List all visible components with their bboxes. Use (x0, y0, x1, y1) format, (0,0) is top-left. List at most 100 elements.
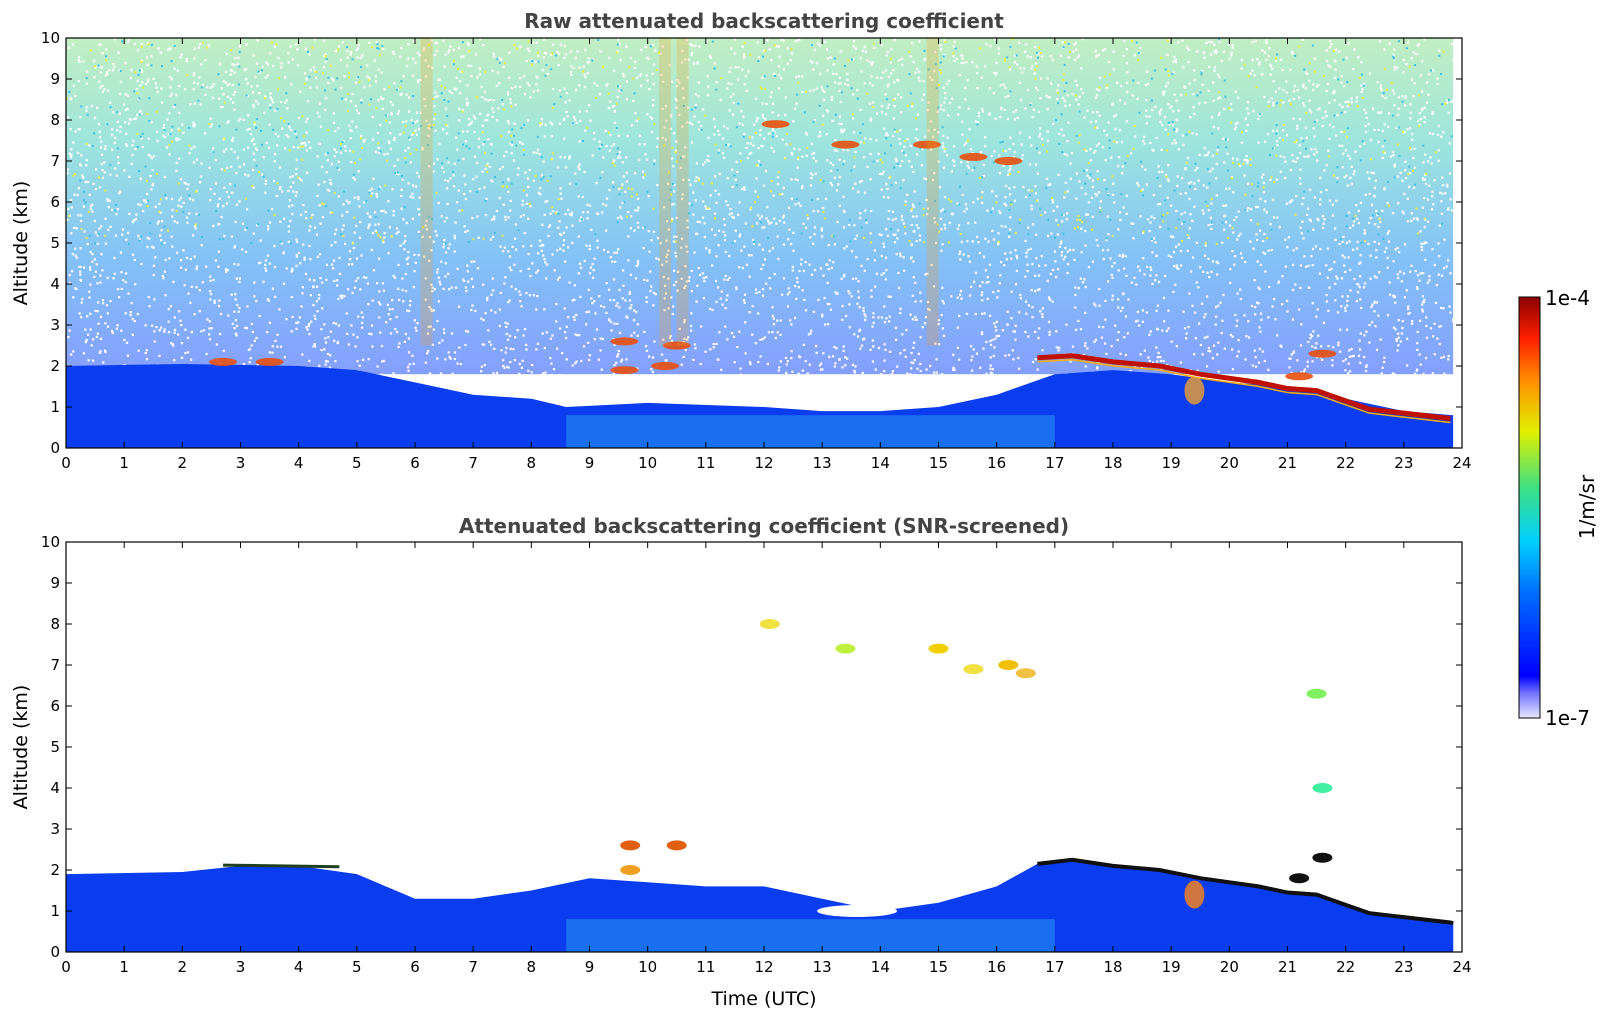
noise-speckle (760, 215, 764, 218)
noise-speckle (1421, 108, 1424, 112)
noise-speckle (689, 324, 693, 328)
noise-speckle (625, 180, 628, 183)
noise-speckle (1147, 82, 1150, 86)
noise-speckle (180, 259, 183, 262)
noise-speckle (1129, 369, 1132, 373)
noise-speckle (1060, 251, 1064, 254)
noise-speckle (428, 259, 431, 262)
noise-speckle (915, 215, 918, 218)
noise-speckle (75, 287, 78, 291)
noise-speckle (1258, 326, 1261, 329)
noise-speckle (170, 197, 174, 201)
noise-speckle (987, 280, 990, 284)
noise-speckle (1063, 196, 1066, 199)
noise-speckle (583, 86, 586, 89)
noise-speckle (1179, 361, 1183, 364)
noise-speckle (234, 56, 237, 60)
noise-speckle (495, 371, 499, 374)
noise-speckle (570, 211, 574, 214)
noise-speckle (1418, 353, 1421, 356)
noise-speckle (212, 278, 215, 282)
noise-speckle (455, 87, 458, 90)
noise-speckle (160, 239, 163, 242)
noise-speckle (663, 309, 666, 312)
noise-speckle (776, 319, 779, 322)
noise-speckle (432, 240, 435, 243)
noise-speckle (773, 72, 776, 75)
noise-speckle (1136, 97, 1139, 101)
noise-speckle (97, 123, 101, 126)
noise-speckle (287, 52, 290, 55)
noise-speckle (354, 345, 357, 348)
noise-speckle (338, 272, 342, 275)
noise-speckle (379, 331, 382, 334)
noise-speckle (556, 249, 559, 252)
noise-speckle (565, 92, 568, 95)
noise-speckle (1346, 299, 1349, 302)
noise-speckle (897, 286, 901, 290)
noise-speckle (232, 93, 235, 96)
noise-speckle (942, 109, 946, 112)
noise-speckle (91, 203, 94, 206)
noise-speckle (1046, 177, 1049, 180)
noise-speckle (1263, 95, 1266, 99)
noise-speckle (140, 137, 143, 140)
noise-speckle (558, 89, 562, 92)
noise-speckle (1316, 308, 1319, 311)
noise-speckle (1263, 140, 1267, 143)
noise-speckle (371, 191, 374, 195)
noise-speckle (498, 57, 501, 60)
noise-speckle (318, 142, 321, 145)
noise-speckle (506, 119, 510, 123)
noise-speckle (897, 93, 900, 96)
noise-speckle (1226, 152, 1229, 155)
noise-speckle (475, 175, 478, 178)
noise-speckle (264, 182, 267, 186)
noise-speckle (818, 131, 822, 134)
noise-speckle (395, 172, 398, 175)
noise-speckle (994, 38, 997, 41)
noise-speckle (672, 202, 676, 206)
noise-speckle (189, 197, 192, 200)
noise-speckle (442, 170, 446, 174)
noise-speckle (1210, 270, 1213, 273)
noise-speckle (1034, 86, 1038, 89)
noise-speckle (1252, 110, 1255, 113)
noise-speckle (676, 78, 679, 82)
noise-speckle (1303, 104, 1306, 107)
noise-speckle (543, 51, 546, 55)
noise-speckle (299, 262, 302, 265)
noise-speckle (1175, 264, 1178, 267)
noise-speckle (885, 317, 888, 320)
noise-speckle (558, 232, 562, 236)
noise-speckle (912, 361, 915, 365)
noise-speckle (100, 140, 103, 143)
noise-speckle (179, 56, 182, 59)
noise-speckle (715, 201, 718, 204)
noise-speckle (248, 127, 251, 131)
noise-speckle (1024, 239, 1027, 243)
noise-speckle (1322, 116, 1325, 120)
noise-speckle (370, 324, 374, 327)
noise-speckle (1228, 57, 1231, 60)
noise-speckle (731, 215, 734, 219)
noise-speckle (943, 150, 946, 153)
noise-speckle (912, 276, 915, 279)
noise-speckle (1181, 134, 1184, 137)
noise-speckle (344, 242, 347, 246)
noise-speckle (1215, 273, 1219, 276)
noise-speckle (910, 165, 913, 168)
noise-speckle (546, 72, 549, 76)
noise-speckle (253, 143, 256, 146)
noise-speckle (259, 239, 262, 242)
noise-speckle (504, 351, 507, 354)
noise-speckle (1409, 148, 1413, 151)
noise-speckle (952, 55, 955, 58)
noise-speckle (1013, 61, 1017, 64)
noise-speckle (113, 66, 116, 69)
noise-speckle (163, 328, 166, 331)
noise-speckle (660, 73, 663, 76)
noise-speckle (1254, 313, 1257, 316)
noise-speckle (715, 255, 718, 258)
noise-speckle (1328, 101, 1331, 104)
